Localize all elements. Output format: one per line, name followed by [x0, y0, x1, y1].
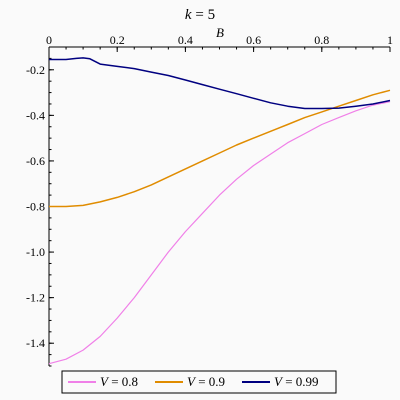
chart-title: k = 5 — [185, 7, 215, 23]
legend-value: = 0.9 — [195, 374, 225, 389]
x-tick-label: 0.4 — [178, 33, 193, 47]
legend-value: = 0.99 — [282, 374, 319, 389]
title-value: 5 — [208, 7, 216, 23]
title-variable: k — [185, 7, 192, 23]
y-tick-label: -1.4 — [26, 336, 45, 350]
legend-variable: V — [274, 374, 284, 389]
svg-text:k = 5: k = 5 — [185, 7, 215, 23]
axes: 0 0.2 0.4 0.6 0.8 1 -0.2 -0.4 -0.6 -0.8 -1.0 -1.2 -1… — [26, 33, 393, 367]
series-layer — [48, 57, 391, 365]
y-tick-label: -0.4 — [26, 108, 45, 122]
legend-label: V = 0.9 — [187, 374, 225, 389]
y-tick-label: -0.2 — [26, 63, 45, 77]
x-tick-label: 0.6 — [246, 33, 261, 47]
y-tick-label: -0.6 — [26, 154, 45, 168]
x-tick-label: 0 — [46, 33, 52, 47]
series-line-3 — [49, 57, 391, 110]
x-tick-label: 0.8 — [314, 33, 329, 47]
x-tick-label: 1 — [387, 33, 393, 47]
legend-box — [61, 370, 337, 394]
x-axis-label: B — [216, 25, 224, 40]
legend-label: V = 0.8 — [100, 374, 138, 389]
legend-value: = 0.8 — [108, 374, 138, 389]
y-tick-label: -0.8 — [26, 200, 45, 214]
legend-variable: V — [100, 374, 110, 389]
legend: V = 0.8 V = 0.9 V = 0.99 — [61, 370, 337, 394]
x-tick-label: 0.2 — [110, 33, 125, 47]
legend-label: V = 0.99 — [274, 374, 319, 389]
title-equals: = — [195, 7, 207, 23]
y-tick-label: -1.2 — [26, 291, 45, 305]
series-line-1 — [48, 101, 391, 365]
legend-variable: V — [187, 374, 197, 389]
y-tick-label: -1.0 — [26, 245, 45, 259]
